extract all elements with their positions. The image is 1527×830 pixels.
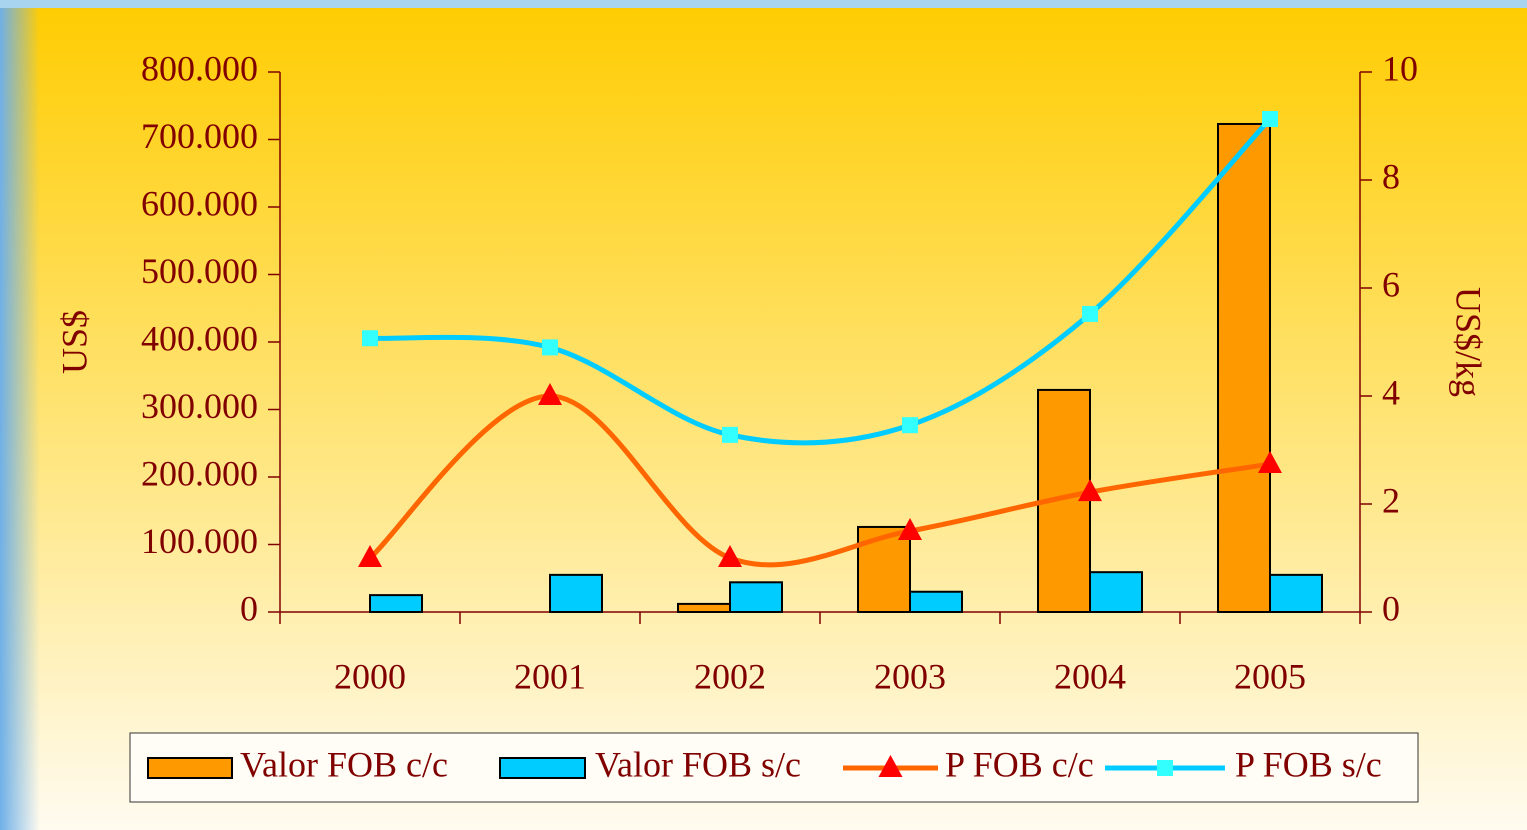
line <box>368 393 1271 568</box>
y-tick-label: 400.000 <box>141 318 258 358</box>
point <box>542 339 558 356</box>
y2-tick-label: 4 <box>1382 372 1400 412</box>
point <box>1258 451 1282 474</box>
bar <box>549 573 603 613</box>
x-tick-label: 2004 <box>1054 656 1126 696</box>
point <box>722 426 738 443</box>
legend-label: Valor FOB s/c <box>595 744 801 784</box>
y-tick-label: 300.000 <box>141 386 258 426</box>
x-tick-label: 2002 <box>694 656 766 696</box>
y-tick-label: 800.000 <box>141 48 258 88</box>
bar <box>729 581 783 613</box>
y-tick-label: 700.000 <box>141 116 258 156</box>
y-tick-label: 100.000 <box>141 521 258 561</box>
line <box>369 117 1272 446</box>
y2-axis-label: US$/kg <box>1449 287 1489 397</box>
y2-tick-label: 6 <box>1382 264 1400 304</box>
y-tick-label: 200.000 <box>141 453 258 493</box>
point <box>902 417 918 434</box>
y2-tick-label: 8 <box>1382 156 1400 196</box>
bar <box>1269 573 1323 613</box>
point <box>538 383 562 405</box>
point <box>1078 479 1102 502</box>
point <box>358 545 382 567</box>
top-edge <box>0 0 1527 8</box>
y-tick-label: 600.000 <box>141 183 258 223</box>
legend-label: P FOB c/c <box>945 744 1094 784</box>
legend-marker <box>1157 760 1173 776</box>
x-tick-label: 2000 <box>334 656 406 696</box>
point <box>1082 305 1098 322</box>
point <box>898 518 922 540</box>
x-tick-label: 2001 <box>514 656 586 696</box>
legend-swatch <box>499 757 586 779</box>
point <box>362 330 378 347</box>
bar <box>1089 571 1143 613</box>
y2-tick-label: 0 <box>1382 588 1400 628</box>
y2-tick-label: 10 <box>1382 48 1418 88</box>
y-axis-label: US$ <box>54 310 94 374</box>
point <box>1262 110 1278 127</box>
legend-swatch <box>147 757 233 779</box>
point <box>718 545 742 567</box>
y-tick-label: 0 <box>240 588 258 628</box>
legend-marker <box>878 755 903 777</box>
y-tick-label: 500.000 <box>141 251 258 291</box>
legend-label: P FOB s/c <box>1235 744 1382 784</box>
bar <box>909 590 963 613</box>
legend-label: Valor FOB c/c <box>240 744 448 784</box>
bar <box>1217 122 1271 613</box>
bar <box>677 602 731 614</box>
x-tick-label: 2005 <box>1234 656 1306 696</box>
x-tick-label: 2003 <box>874 656 946 696</box>
bar <box>369 594 423 613</box>
y2-tick-label: 2 <box>1382 480 1400 520</box>
edge <box>0 0 40 830</box>
